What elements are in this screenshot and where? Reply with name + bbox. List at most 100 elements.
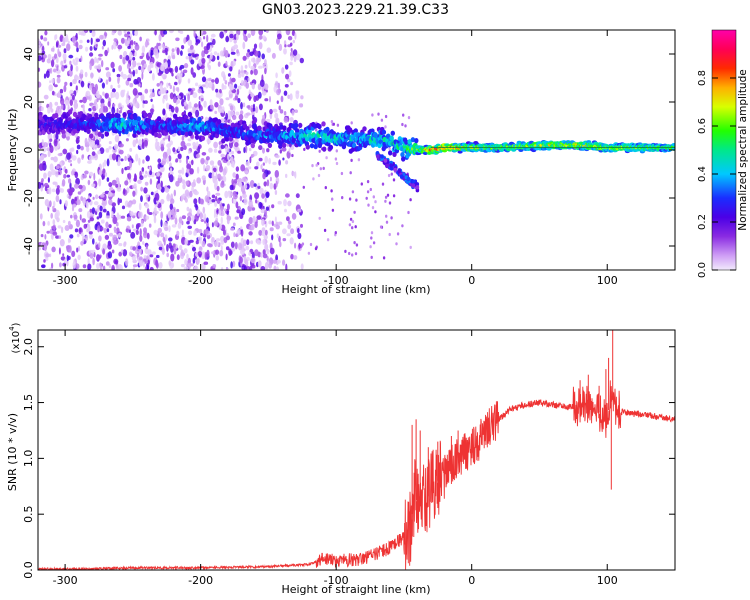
spectrogram-noise-cell [38,44,41,51]
spectrogram-noise-cell [62,253,65,257]
spectrogram-noise-cell [144,203,150,209]
spectrogram-noise-cell [51,246,56,253]
spectrogram-noise-cell [294,242,297,249]
spectrogram-noise-cell [246,239,250,246]
spectrogram-noise-cell [95,208,101,212]
spectrogram-noise-cell [85,90,91,97]
spectrogram-noise-cell [158,262,163,269]
spectrogram-noise-cell [292,49,298,56]
spectrogram-noise-cell [117,76,120,85]
spectrogram-noise-cell [63,65,68,69]
spectrogram-noise-cell [291,30,296,36]
spectrogram-noise-cell [188,150,191,154]
spectrogram-noise-cell [179,159,182,164]
spectrogram-noise-cell [57,153,63,157]
spectrogram-noise-cell [264,98,269,102]
spectrogram-noise-cell [55,195,60,203]
spectrogram-noise-cell [50,212,53,219]
spectrogram-noise-cell [401,224,404,228]
spectrogram-noise-cell [117,197,120,206]
spectrogram-noise-cell [87,219,91,223]
spectrogram-noise-cell [266,179,270,187]
spectrogram-noise-cell [124,33,129,38]
spectrogram-noise-cell [163,30,168,35]
spectrogram-noise-cell [334,231,337,235]
spectrogram-noise-cell [144,88,149,94]
spectrogram-noise-cell [181,215,186,220]
spectrogram-noise-cell [140,93,145,102]
spectrogram-noise-cell [49,133,53,140]
spectrogram-noise-cell [275,254,278,262]
spectrogram-noise-cell [45,70,50,78]
spectrogram-noise-cell [60,103,64,110]
spectrogram-noise-cell [289,237,294,245]
spectrogram-noise-cell [244,265,247,270]
spectrogram-noise-cell [111,249,115,254]
spectrogram-noise-cell [102,91,105,96]
spectrogram-ridge-cell [407,139,412,145]
spectrogram-noise-cell [82,174,87,179]
spectrogram-noise-cell [80,145,84,151]
spectrogram-noise-cell [129,211,134,217]
spectrogram-noise-cell [282,238,287,242]
spectrogram-noise-cell [224,190,229,199]
spectrogram-noise-cell [244,64,248,69]
spectrogram-noise-cell [233,44,238,50]
spectrogram-noise-cell [47,106,51,114]
spectrogram-ridge-cell [94,112,99,118]
spectrogram-ridge-cell [518,148,524,152]
spectrogram-noise-cell [253,43,258,49]
spectrogram-noise-cell [107,243,112,250]
spectrogram-noise-cell [55,165,60,170]
spectrogram-noise-cell [369,245,372,249]
spectrogram-noise-cell [64,37,69,43]
spectrogram-noise-cell [161,73,165,78]
spectrogram-noise-cell [178,78,181,85]
spectrogram-noise-cell [64,81,68,86]
spectrogram-noise-cell [312,177,315,181]
spectrogram-noise-cell [232,260,236,268]
spectrogram-noise-cell [246,105,250,109]
colorbar-tick-label: 0.0 [697,262,708,278]
spectrogram-noise-cell [39,213,43,220]
spectrogram-noise-cell [219,250,224,257]
spectrogram-noise-cell [292,39,295,44]
spectrogram-noise-cell [64,200,69,207]
spectrogram-noise-cell [185,157,189,165]
spectrogram-noise-cell [112,68,116,73]
spectrogram-noise-cell [353,241,356,245]
spectrogram-noise-cell [54,84,58,88]
spectrogram-noise-cell [111,153,117,161]
spectrogram-noise-cell [61,179,66,187]
spectrogram-noise-cell [227,147,230,153]
spectrogram-noise-cell [245,112,251,116]
spectrogram-noise-cell [162,236,166,243]
spectrogram-noise-cell [118,149,124,155]
spectrogram-noise-cell [213,148,218,153]
spectrogram-ridge-cell [157,133,162,139]
spectrogram-noise-cell [172,243,176,248]
spectrogram-noise-cell [149,88,153,93]
spectrogram-noise-cell [183,145,187,151]
spectrogram-noise-cell [51,78,55,84]
spectrogram-noise-cell [111,264,115,270]
spectrogram-noise-cell [118,243,123,247]
spectrogram-noise-cell [214,182,218,189]
spectrogram-noise-cell [211,79,215,83]
spectrogram-noise-cell [73,102,79,110]
spectrogram-noise-cell [166,147,171,156]
spectrogram-noise-cell [99,147,105,155]
spectrogram-noise-cell [255,199,258,204]
spectrogram-noise-cell [186,163,192,170]
spectrogram-noise-cell [264,197,267,203]
spectrogram-noise-cell [171,224,177,228]
spectrogram-noise-cell [64,99,70,106]
spectrogram-noise-cell [191,181,196,188]
spectrogram-noise-cell [263,181,267,187]
spectrogram-noise-cell [392,194,396,198]
spectrogram-noise-cell [210,52,213,60]
spectrogram-ridge-cell [262,138,267,144]
spectrogram-noise-cell [289,117,294,123]
spectrogram-noise-cell [84,137,88,146]
spectrogram-noise-cell [187,212,193,217]
